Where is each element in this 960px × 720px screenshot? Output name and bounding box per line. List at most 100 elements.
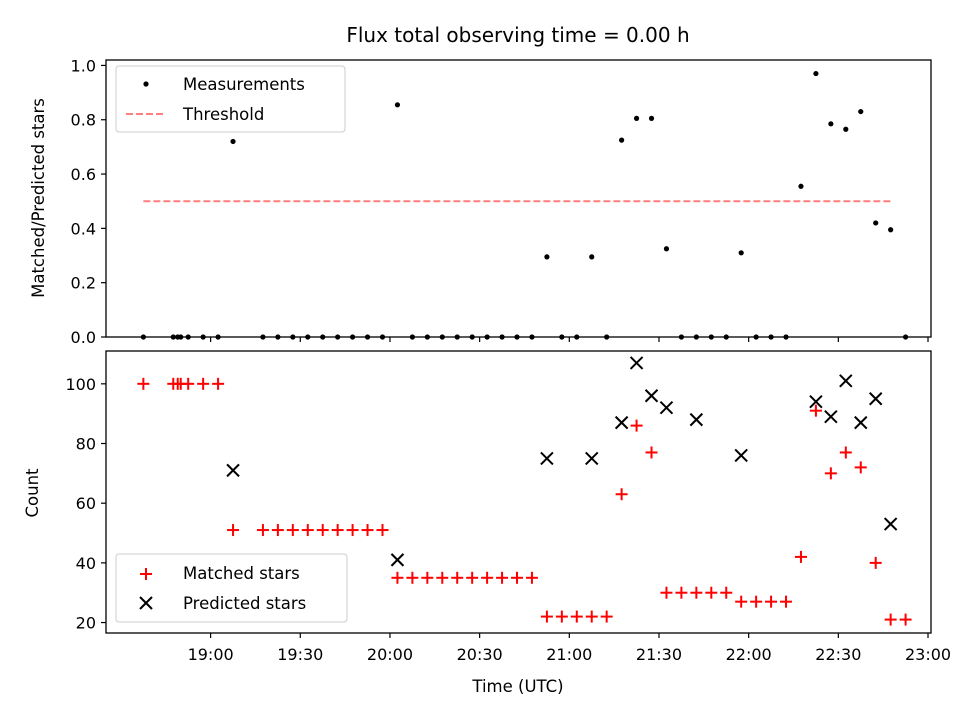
predicted-star-point bbox=[540, 451, 554, 466]
predicted-star-point bbox=[390, 553, 405, 567]
measurement-point bbox=[828, 121, 834, 127]
predicted-star-point bbox=[226, 463, 240, 478]
measurement-point bbox=[394, 102, 401, 108]
matched-star-point bbox=[540, 610, 553, 623]
ratio-panel: Flux total observing time = 0.00 h 0.0 0.… bbox=[29, 23, 932, 347]
matched-star-point bbox=[705, 586, 718, 599]
count-y-tick-label: 40 bbox=[76, 554, 96, 573]
measurement-point bbox=[738, 250, 744, 256]
matched-star-point bbox=[615, 488, 628, 501]
matched-star-point bbox=[496, 571, 509, 584]
x-tick-label: 21:00 bbox=[546, 645, 592, 664]
x-tick-label: 19:30 bbox=[277, 645, 323, 664]
ratio-y-tick-label: 1.0 bbox=[71, 56, 96, 75]
matched-star-point bbox=[555, 610, 568, 623]
matched-star-point bbox=[884, 613, 897, 626]
matched-star-point bbox=[197, 377, 210, 390]
x-tick-label: 20:30 bbox=[457, 645, 503, 664]
matched-star-point bbox=[735, 595, 748, 608]
matched-star-point bbox=[630, 419, 643, 432]
count-y-tick-label: 20 bbox=[76, 614, 96, 633]
count-y-tick-label: 100 bbox=[65, 375, 96, 394]
ratio-legend: Measurements Threshold bbox=[115, 65, 346, 133]
count-y-axis-label: Count bbox=[23, 468, 42, 518]
matched-star-point bbox=[869, 556, 882, 569]
x-tick-label: 22:00 bbox=[726, 645, 772, 664]
x-axis-label: Time (UTC) bbox=[471, 677, 563, 696]
measurement-point bbox=[813, 70, 819, 77]
legend-threshold-label: Threshold bbox=[182, 105, 264, 124]
chart-title: Flux total observing time = 0.00 h bbox=[346, 23, 689, 47]
measurement-point bbox=[873, 220, 879, 226]
matched-star-point bbox=[271, 524, 284, 537]
matched-star-point bbox=[212, 377, 225, 390]
measurement-point bbox=[843, 126, 849, 132]
matched-star-point bbox=[824, 467, 837, 480]
matched-star-point bbox=[182, 377, 195, 390]
matched-star-point bbox=[331, 524, 344, 537]
matched-star-point bbox=[466, 571, 479, 584]
matched-star-point bbox=[301, 524, 314, 537]
predicted-star-point bbox=[809, 395, 823, 409]
legend-matched-label: Matched stars bbox=[183, 564, 300, 583]
matched-star-point bbox=[406, 571, 419, 584]
matched-star-point bbox=[780, 595, 793, 608]
measurement-point bbox=[633, 115, 640, 121]
x-tick-label: 23:00 bbox=[905, 645, 951, 664]
matched-star-point bbox=[421, 571, 434, 584]
matched-star-point bbox=[436, 571, 449, 584]
predicted-star-point bbox=[868, 392, 883, 406]
ratio-legend-box bbox=[115, 65, 346, 133]
matched-star-point bbox=[511, 571, 524, 584]
ratio-x-ticks bbox=[210, 337, 929, 342]
ratio-y-tick-label: 0.6 bbox=[71, 165, 96, 184]
count-panel: 20 40 60 80 100 19:00 19:30 20:00 20:30 21:00 21:… bbox=[23, 350, 951, 696]
matched-star-point bbox=[899, 613, 912, 626]
measurement-point bbox=[544, 254, 550, 260]
matched-star-point bbox=[286, 524, 299, 537]
x-tick-label: 22:30 bbox=[815, 645, 861, 664]
ratio-axes-frame bbox=[105, 59, 932, 338]
predicted-star-point bbox=[629, 356, 644, 370]
x-tick-label: 19:00 bbox=[188, 645, 234, 664]
predicted-star-point bbox=[734, 448, 748, 463]
ratio-y-tick-label: 0.0 bbox=[71, 328, 96, 347]
legend-predicted-marker bbox=[139, 596, 153, 610]
legend-measurements-marker bbox=[143, 81, 149, 87]
matched-star-point bbox=[376, 524, 389, 537]
matched-star-point bbox=[765, 595, 778, 608]
count-legend-box bbox=[115, 553, 348, 623]
measurement-point bbox=[589, 254, 595, 260]
matched-star-point bbox=[137, 377, 150, 390]
matched-star-point bbox=[645, 446, 658, 459]
measurement-point bbox=[663, 246, 670, 252]
measurement-point bbox=[648, 115, 655, 121]
legend-predicted-label: Predicted stars bbox=[183, 594, 306, 613]
matched-star-point bbox=[391, 571, 404, 584]
predicted-star-point bbox=[883, 517, 898, 531]
measurement-point bbox=[230, 138, 236, 145]
predicted-star-point bbox=[585, 451, 599, 466]
matched-star-point bbox=[361, 524, 374, 537]
predicted-star-point bbox=[839, 374, 853, 388]
matched-star-point bbox=[854, 461, 867, 474]
legend-matched-marker bbox=[140, 568, 152, 580]
measurement-point bbox=[858, 108, 864, 115]
predicted-star-point bbox=[689, 412, 704, 427]
ratio-y-tick-label: 0.2 bbox=[71, 274, 96, 293]
matched-star-point bbox=[585, 610, 598, 623]
matched-star-point bbox=[451, 571, 464, 584]
matched-star-point bbox=[525, 571, 538, 584]
matched-star-point bbox=[690, 586, 703, 599]
count-axes-frame bbox=[105, 350, 932, 634]
count-y-tick-label: 80 bbox=[76, 435, 96, 454]
ratio-y-tick-label: 0.8 bbox=[71, 111, 96, 130]
matched-star-point bbox=[660, 586, 673, 599]
matched-star-point bbox=[227, 524, 240, 537]
ratio-y-axis-label: Matched/Predicted stars bbox=[29, 98, 48, 298]
matched-star-point bbox=[839, 446, 852, 459]
legend-measurements-label: Measurements bbox=[183, 75, 305, 94]
matched-star-point bbox=[316, 524, 329, 537]
matched-star-point bbox=[809, 404, 822, 417]
